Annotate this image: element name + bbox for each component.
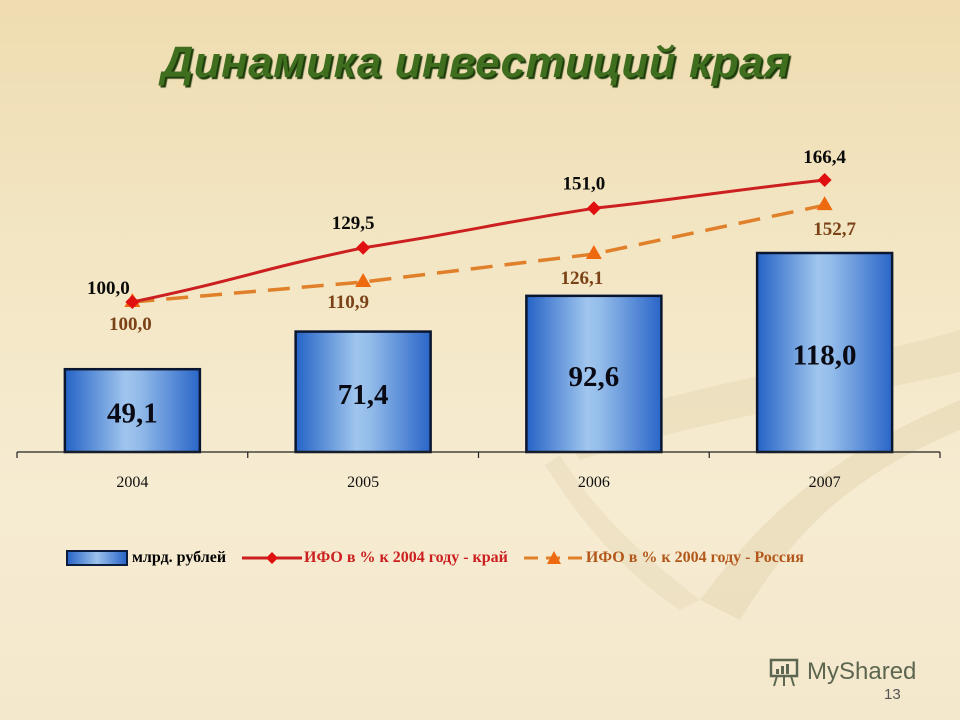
watermark: MyShared xyxy=(767,656,916,688)
page-number: 13 xyxy=(884,686,901,703)
presentation-board-icon xyxy=(769,658,799,687)
triangle-marker-icon xyxy=(585,245,602,260)
watermark-text: MyShared xyxy=(807,658,917,685)
legend-label: млрд. рублей xyxy=(132,549,227,566)
diamond-marker-icon xyxy=(125,295,140,309)
orange-triangle-dashed-line-icon xyxy=(523,551,584,564)
x-tick-label: 2007 xyxy=(809,474,841,491)
bar-value-label: 71,4 xyxy=(338,379,389,411)
diamond-marker-icon xyxy=(817,173,832,187)
bar-2006 xyxy=(525,294,663,454)
legend-item-russia: ИФО в % к 2004 году - Россия xyxy=(522,549,804,567)
kray-line xyxy=(132,178,825,304)
bar-value-label: 92,6 xyxy=(569,361,620,393)
kray-value-label: 100,0 xyxy=(87,278,130,299)
bar-2004 xyxy=(63,367,202,454)
diamond-marker-icon xyxy=(356,240,371,255)
russia-value-label: 110,9 xyxy=(327,292,369,313)
data-labels: 49,1 71,4 92,6 118,0 100,0 129,5 151,0 166,4 100… xyxy=(87,147,857,430)
chart-legend: млрд. рублей ИФО в % к 2004 году - край … xyxy=(66,548,818,568)
slide-title: Динамика инвестиций края xyxy=(161,38,791,87)
kray-value-label: 151,0 xyxy=(563,173,606,194)
red-diamond-line-icon xyxy=(242,552,303,564)
legend-label: ИФО в % к 2004 году - Россия xyxy=(585,549,804,566)
triangle-marker-icon xyxy=(816,196,833,211)
russia-line xyxy=(132,203,825,304)
bar-2007 xyxy=(755,251,894,454)
kray-value-label: 166,4 xyxy=(803,147,846,168)
russia-value-label: 152,7 xyxy=(813,219,856,240)
bar-series xyxy=(63,251,894,454)
bar-value-label: 118,0 xyxy=(793,340,857,372)
legend-label: ИФО в % к 2004 году - край xyxy=(304,549,508,566)
legend-item-bar: млрд. рублей xyxy=(66,549,226,567)
x-tick-label: 2005 xyxy=(347,474,379,491)
bar-value-label: 49,1 xyxy=(107,398,158,430)
legend-item-kray: ИФО в % к 2004 году - край xyxy=(240,549,508,567)
russia-value-label: 100,0 xyxy=(109,314,152,335)
triangle-marker-icon xyxy=(355,272,372,287)
line-series xyxy=(124,173,833,309)
russia-value-label: 126,1 xyxy=(561,268,604,289)
x-tick-label: 2004 xyxy=(116,474,148,491)
kray-value-label: 129,5 xyxy=(332,213,375,234)
bar-swatch-icon xyxy=(66,550,128,566)
x-axis: 2004 2005 2006 2007 xyxy=(16,451,941,491)
diamond-marker-icon xyxy=(586,201,601,216)
x-tick-label: 2006 xyxy=(578,474,610,491)
